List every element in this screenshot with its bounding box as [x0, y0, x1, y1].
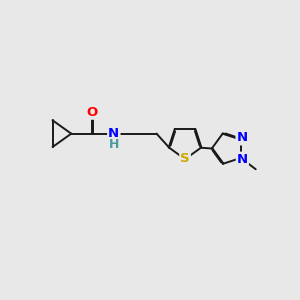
- Text: N: N: [237, 153, 248, 166]
- Text: N: N: [108, 127, 119, 140]
- Text: O: O: [86, 106, 98, 119]
- Text: H: H: [109, 138, 119, 152]
- Text: S: S: [180, 152, 190, 165]
- Text: N: N: [236, 131, 247, 144]
